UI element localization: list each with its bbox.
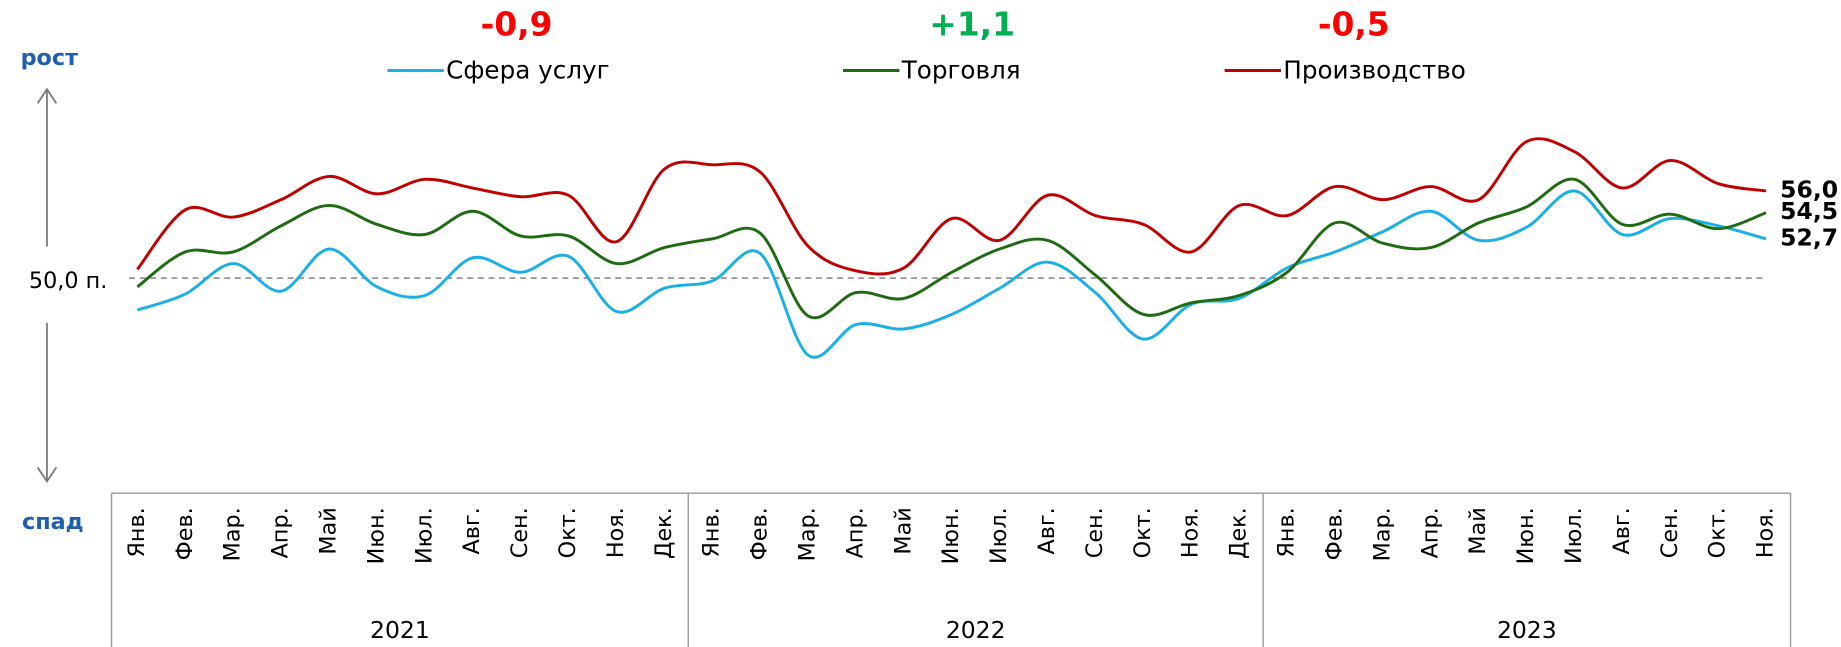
change-label: -0,9 [481,4,553,43]
x-tick-label: Сен. [1082,507,1108,558]
up-label: рост [21,45,78,71]
x-tick-label: Авг. [459,507,485,554]
legend-label: Сфера услуг [446,56,609,85]
legend-label: Производство [1283,56,1466,85]
x-tick-label: Май [890,507,916,554]
x-tick-label: Фев. [1321,507,1347,560]
x-tick-label: Окт. [555,507,581,558]
x-tick-label: Янв. [124,507,150,557]
legend-label: Торговля [901,56,1021,85]
reference-label: 50,0 п. [29,268,107,294]
x-tick-label: Мар. [1369,507,1395,561]
arrow-down-head [36,466,58,484]
x-tick-label: Фев. [172,507,198,560]
axis-arrows [36,87,58,484]
x-tick-label: Апр. [1417,507,1443,558]
x-tick-label: Ноя. [1753,507,1779,558]
x-tick-label: Июн. [1513,507,1539,564]
x-tick-label: Дек. [651,507,677,559]
x-tick-label: Июн. [938,507,964,564]
x-tick-label: Сен. [507,507,533,558]
year-label: 2023 [1497,616,1557,644]
x-tick-label: Авг. [1034,507,1060,554]
x-tick-label: Апр. [268,507,294,558]
x-tick-label: Июн. [363,507,389,564]
x-tick-label: Янв. [1274,507,1300,557]
x-tick-label: Мар. [795,507,821,561]
x-tick-label: Мар. [220,507,246,561]
change-label: +1,1 [929,4,1015,43]
series-line [136,189,1767,359]
x-tick-label: Окт. [1705,507,1731,558]
x-tick-label: Дек. [1226,507,1252,559]
x-tick-label: Ноя. [603,507,629,558]
year-label: 2022 [946,616,1006,644]
change-label: -0,5 [1318,4,1390,43]
data-label: 52,7 [1780,223,1838,251]
series-line [136,177,1767,320]
down-label: спад [22,509,84,535]
x-tick-label: Апр. [842,507,868,558]
x-tick-label: Авг. [1609,507,1635,554]
x-tick-label: Фев. [747,507,773,560]
year-label: 2021 [370,616,430,644]
arrow-up-head [36,87,58,104]
category-axis-frame [110,492,1792,647]
x-tick-label: Май [315,507,341,554]
data-label: 54,5 [1780,197,1838,225]
x-tick-label: Июл. [986,507,1012,564]
x-tick-label: Ноя. [1178,507,1204,558]
data-label: 56,0 [1780,175,1838,203]
series-line [136,137,1767,276]
x-tick-label: Июл. [411,507,437,564]
x-tick-label: Июл. [1561,507,1587,564]
x-tick-label: Окт. [1130,507,1156,558]
x-tick-label: Май [1465,507,1491,554]
x-tick-label: Янв. [699,507,725,557]
x-tick-label: Сен. [1657,507,1683,558]
